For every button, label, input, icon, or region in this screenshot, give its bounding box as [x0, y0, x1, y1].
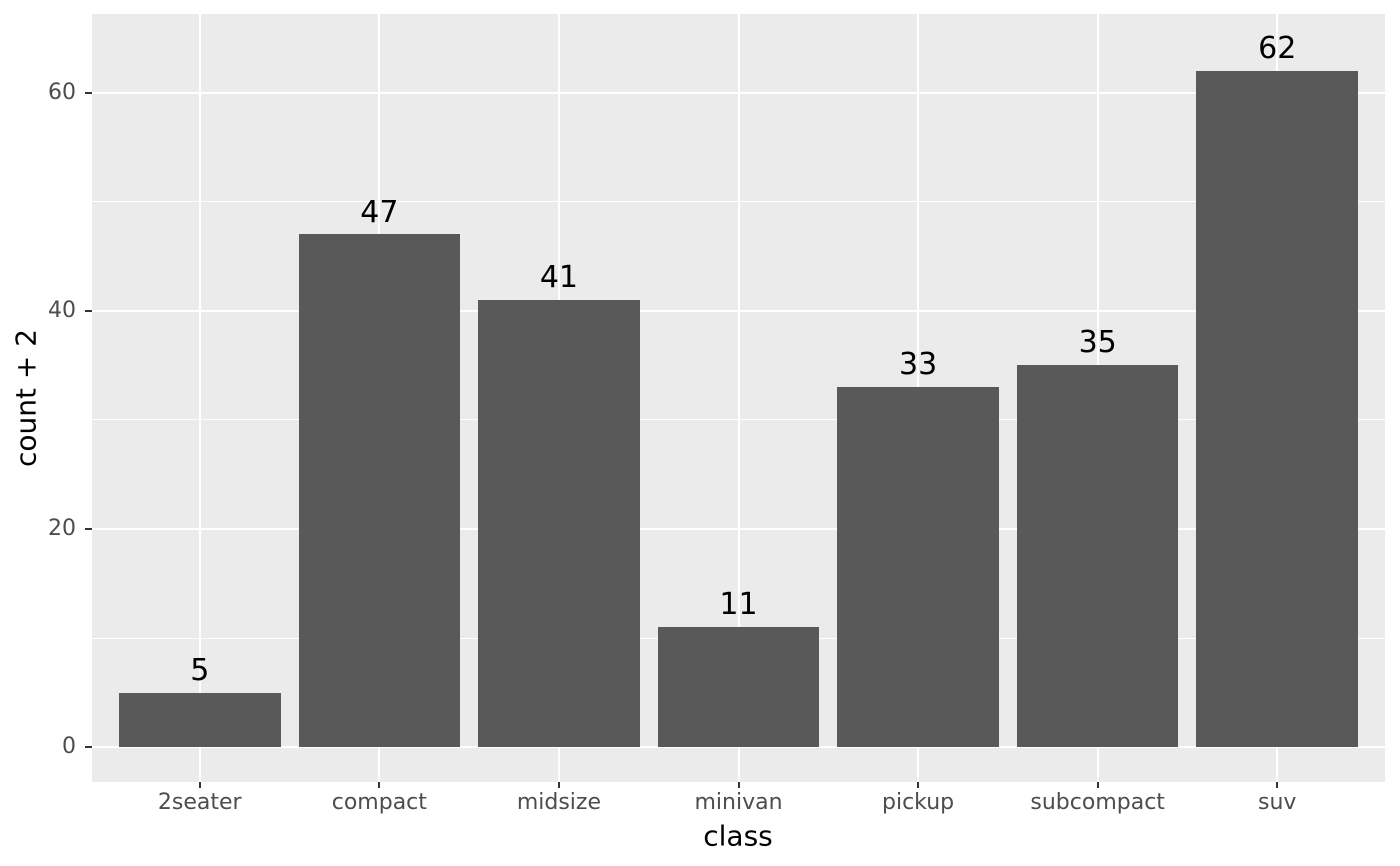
x-tick-mark — [378, 782, 381, 788]
y-tick-mark — [85, 527, 92, 530]
y-tick-label: 60 — [48, 79, 76, 105]
y-axis-title: count + 2 — [9, 328, 43, 468]
bar-value-label: 35 — [1078, 325, 1117, 361]
x-tick-mark — [198, 782, 201, 788]
y-tick-mark — [85, 91, 92, 94]
x-tick-mark — [917, 782, 920, 788]
bar-value-label: 5 — [190, 652, 210, 688]
x-tick-label: suv — [1258, 790, 1297, 815]
bar — [118, 692, 281, 748]
x-tick-label: 2seater — [157, 790, 242, 815]
bar — [1196, 70, 1359, 748]
x-tick-label: pickup — [882, 790, 955, 815]
bar-value-label: 41 — [539, 260, 578, 295]
x-tick-mark — [1276, 782, 1279, 788]
y-tick-label: 20 — [48, 515, 76, 541]
bar — [298, 234, 461, 748]
x-tick-mark — [1096, 782, 1099, 788]
bar-value-label: 33 — [898, 347, 938, 383]
x-tick-label: minivan — [694, 790, 783, 815]
y-tick-label: 40 — [48, 297, 76, 323]
bar-value-label: 47 — [360, 194, 399, 230]
bar-value-label: 62 — [1258, 30, 1297, 66]
bar — [1016, 365, 1179, 748]
gridline-major-x — [198, 14, 201, 782]
x-axis-title: class — [703, 819, 773, 853]
x-tick-mark — [737, 782, 740, 788]
y-tick-mark — [85, 309, 92, 312]
x-tick-mark — [557, 782, 560, 788]
plot-panel: 5 47 41 11 33 35 62 — [92, 14, 1385, 782]
x-tick-label: midsize — [516, 790, 601, 815]
y-tick-label: 0 — [62, 734, 76, 760]
bar — [837, 387, 999, 748]
bar — [657, 627, 820, 748]
x-tick-label: compact — [331, 790, 427, 815]
x-tick-label: subcompact — [1030, 790, 1165, 815]
bar — [478, 299, 640, 748]
bar-value-label: 11 — [719, 587, 758, 623]
y-tick-mark — [85, 746, 92, 749]
gridline-major-x — [737, 14, 740, 782]
